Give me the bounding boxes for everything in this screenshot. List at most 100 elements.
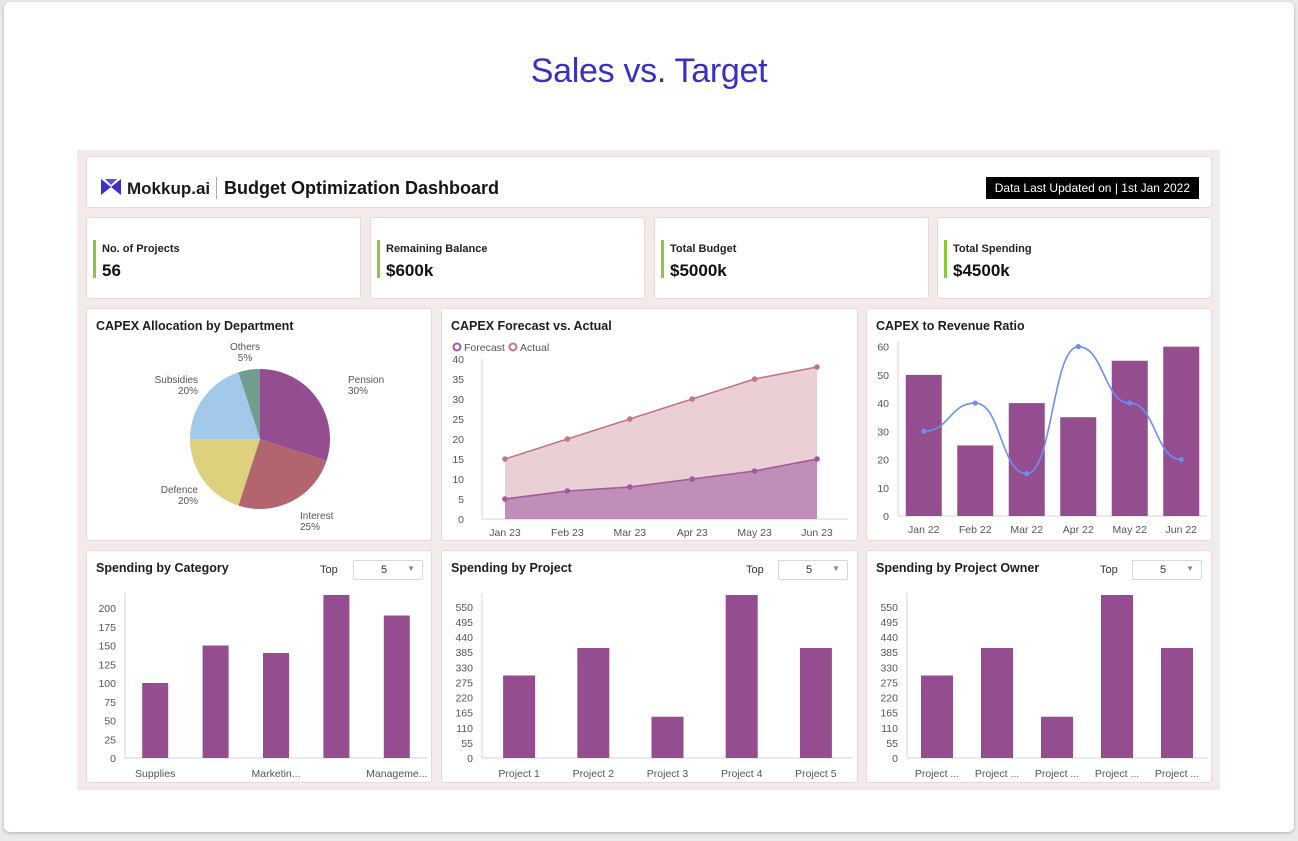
y-tick-label: 25	[104, 734, 116, 746]
legend-label: Forecast	[464, 342, 505, 354]
chevron-down-icon: ▼	[407, 564, 415, 573]
y-tick-label: 20	[877, 455, 889, 467]
y-tick-label: 0	[467, 753, 473, 765]
y-tick-label: 30	[877, 426, 889, 438]
y-tick-label: 330	[880, 662, 898, 674]
y-tick-label: 0	[892, 753, 898, 765]
y-tick-label: 30	[452, 394, 464, 406]
y-tick-label: 385	[455, 647, 473, 659]
x-tick-label: May 22	[1113, 524, 1148, 536]
bar	[1163, 346, 1200, 516]
data-point	[564, 436, 571, 442]
legend-marker-forecast	[452, 342, 462, 352]
select-value: 5	[1160, 564, 1167, 576]
x-tick-label: Project ...	[1155, 768, 1199, 780]
kpi-card-total-budget: Total Budget $5000k	[654, 217, 929, 299]
x-tick-label: Apr 22	[1063, 524, 1094, 536]
data-point	[689, 476, 695, 482]
y-tick-label: 20	[452, 434, 464, 446]
last-updated-badge: Data Last Updated on | 1st Jan 2022	[985, 177, 1199, 199]
bar	[142, 683, 169, 758]
data-point	[814, 364, 820, 370]
top-n-select[interactable]: 5 ▼	[353, 560, 423, 580]
capex-forecast-card: CAPEX Forecast vs. Actual 0 5 10 15 20 25 30 35…	[441, 308, 858, 541]
y-tick-label: 125	[98, 659, 116, 671]
legend-label: Actual	[520, 342, 549, 354]
pie-slice-label: Defence	[161, 485, 199, 496]
kpi-accent-bar	[661, 240, 664, 278]
y-tick-label: 385	[880, 647, 898, 659]
kpi-value: $5000k	[670, 261, 727, 280]
kpi-label: Total Spending	[953, 243, 1032, 255]
pie-chart: Pension30%Interest25%Defence20%Subsidies…	[155, 342, 385, 533]
y-tick-label: 35	[452, 374, 464, 386]
x-tick-label: Marketin...	[251, 768, 300, 780]
bar-chart: 0 55 110 165 220 275 330 385 440 495 550 Project ..…	[880, 593, 1207, 780]
kpi-card-projects: No. of Projects 56	[86, 217, 361, 299]
pie-slice	[190, 439, 260, 506]
mokkup-logo-icon	[101, 179, 121, 195]
data-point	[921, 428, 927, 434]
y-tick-label: 165	[880, 708, 898, 720]
y-tick-label: 440	[455, 632, 473, 644]
data-point	[751, 468, 758, 474]
kpi-label: Total Budget	[670, 243, 737, 255]
top-label: Top	[320, 564, 338, 576]
top-label: Top	[746, 564, 764, 576]
x-tick-label: Jun 22	[1165, 524, 1197, 536]
x-tick-label: Jan 22	[908, 524, 940, 536]
y-tick-label: 495	[880, 617, 898, 629]
dashboard: Mokkup.ai Budget Optimization Dashboard …	[77, 150, 1220, 790]
y-tick-label: 40	[452, 354, 464, 366]
pie-slice-label: Interest	[300, 511, 334, 522]
y-tick-label: 55	[886, 738, 898, 750]
bar	[651, 716, 684, 758]
kpi-value: $4500k	[953, 261, 1010, 280]
x-tick-label: Jan 23	[489, 527, 521, 539]
bar	[1101, 595, 1133, 758]
bar-chart: 0 55 110 165 220 275 330 385 440 495 550 Project 1 P…	[455, 593, 853, 780]
chart-title: CAPEX to Revenue Ratio	[876, 319, 1025, 333]
y-tick-label: 275	[880, 677, 898, 689]
y-tick-label: 5	[458, 494, 464, 506]
y-tick-label: 550	[880, 602, 898, 614]
bar	[905, 374, 942, 516]
y-tick-label: 50	[104, 716, 116, 728]
page-title: Sales vs. Target	[530, 52, 768, 90]
pie-slice-label: Subsidies	[155, 375, 198, 386]
chart-title: Spending by Project Owner	[876, 561, 1040, 575]
pie-slice	[238, 369, 260, 439]
chevron-down-icon: ▼	[832, 564, 840, 573]
y-tick-label: 15	[452, 454, 464, 466]
top-n-select[interactable]: 5 ▼	[1132, 560, 1202, 580]
pie-slice-percent: 20%	[178, 386, 198, 397]
top-n-select[interactable]: 5 ▼	[778, 560, 848, 580]
kpi-accent-bar	[944, 240, 947, 278]
data-point	[751, 376, 758, 382]
y-tick-label: 10	[452, 474, 464, 486]
bar	[799, 648, 832, 758]
kpi-card-remaining-balance: Remaining Balance $600k	[370, 217, 645, 299]
chart-title: Spending by Category	[96, 561, 229, 575]
y-tick-label: 10	[877, 483, 889, 495]
y-tick-label: 75	[104, 697, 116, 709]
chevron-down-icon: ▼	[1186, 564, 1194, 573]
x-tick-label: Project 1	[498, 768, 540, 780]
spending-category-card: Spending by Category Top 5 ▼ 0 25 50 75 100 1…	[86, 550, 432, 783]
data-point	[627, 484, 633, 490]
bar	[725, 595, 758, 758]
pie-slice-percent: 5%	[238, 353, 253, 364]
combo-chart: 0 10 20 30 40 50 60 Jan 22 Feb 22 Mar 22 Apr 22 May…	[877, 341, 1207, 536]
data-point	[502, 456, 508, 462]
x-tick-label: Project ...	[975, 768, 1019, 780]
y-tick-label: 550	[455, 602, 473, 614]
y-tick-label: 0	[110, 753, 116, 765]
y-tick-label: 175	[98, 622, 116, 634]
kpi-value: 56	[102, 261, 121, 280]
x-tick-label: Project 2	[573, 768, 615, 780]
x-tick-label: Mar 22	[1010, 524, 1043, 536]
area-chart: 0 5 10 15 20 25 30 35 40 Jan 23 Feb 23 Mar 23 Apr 23…	[452, 342, 848, 539]
y-tick-label: 220	[455, 693, 473, 705]
y-tick-label: 60	[877, 342, 889, 354]
y-tick-label: 330	[455, 662, 473, 674]
